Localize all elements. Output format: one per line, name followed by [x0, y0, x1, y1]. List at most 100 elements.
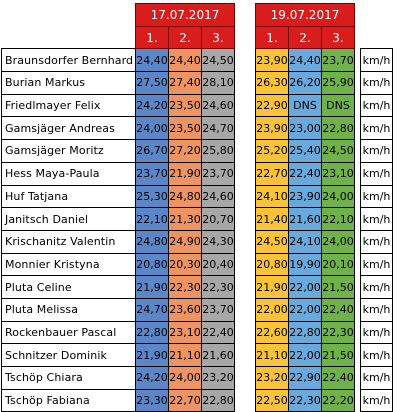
- speed-cell-day2: 24,10: [288, 229, 322, 254]
- speed-cell-day2: 22,90: [288, 366, 322, 390]
- table-row: Gamsjäger Andreas 24,00 23,50 24,70 23,90 23,…: [1, 116, 393, 141]
- column-gap: [354, 366, 361, 390]
- date-header-day2: 19.07.2017: [255, 3, 355, 27]
- unit-label: km/h: [360, 207, 393, 231]
- column-gap: [354, 321, 361, 344]
- unit-label: km/h: [360, 93, 393, 118]
- speed-cell-day2: 26,20: [288, 71, 322, 95]
- table-row: Gamsjäger Moritz 26,70 27,20 25,80 25,20 25,4…: [1, 139, 393, 163]
- speed-cell-day2: 22,00: [288, 297, 322, 322]
- athlete-name: Krischanitz Valentin: [1, 229, 136, 254]
- speed-cell-day1: 23,70: [135, 161, 169, 186]
- athlete-name: Braunsdorfer Bernhard: [1, 48, 136, 73]
- speed-cell-day1: 23,20: [201, 366, 235, 390]
- speed-cell-day1: 25,30: [135, 184, 169, 209]
- column-gap: [354, 116, 361, 140]
- speed-cell-day2: DNS: [288, 93, 322, 118]
- speed-cell-day1: 24,80: [168, 184, 202, 209]
- date-header-day1: 17.07.2017: [135, 3, 235, 27]
- column-gap: [354, 26, 361, 49]
- speed-cell-day2: 23,20: [255, 366, 289, 390]
- athlete-name: Pluta Celine: [1, 275, 136, 299]
- table-row: Krischanitz Valentin 24,80 24,90 24,30 24,50…: [1, 229, 393, 254]
- speed-cell-day2: 24,00: [321, 229, 355, 254]
- unit-label: km/h: [360, 116, 393, 141]
- speed-cell-day2: 24,50: [321, 139, 355, 163]
- speed-cell-day2: 20,10: [321, 252, 355, 277]
- speed-cell-day1: 28,10: [201, 71, 235, 95]
- speed-cell-day2: 22,10: [321, 207, 355, 231]
- table-row: Hess Maya-Paula 23,70 21,90 23,70 22,70 22,40…: [1, 161, 393, 186]
- table-row: Braunsdorfer Bernhard 24,40 24,40 24,50 23,9…: [1, 48, 393, 73]
- speed-cell-day1: 24,80: [135, 229, 169, 254]
- speed-cell-day2: 22,00: [255, 297, 289, 322]
- speed-cell-day2: 22,80: [321, 116, 355, 141]
- speed-cell-day1: 22,80: [135, 320, 169, 345]
- speed-cell-day2: 26,30: [255, 71, 289, 95]
- column-gap: [354, 207, 361, 231]
- speed-cell-day1: 24,90: [168, 229, 202, 254]
- column-gap: [234, 139, 256, 163]
- table-row: Janitsch Daniel 22,10 21,30 20,70 21,40 21,60…: [1, 207, 393, 231]
- speed-cell-day2: 23,10: [321, 161, 355, 186]
- athlete-name: Monnier Kristyna: [1, 252, 136, 277]
- speed-cell-day1: 21,90: [135, 275, 169, 299]
- speed-cell-day1: 21,90: [168, 161, 202, 186]
- table-row: Monnier Kristyna 20,80 20,30 20,40 20,80 19,9…: [1, 252, 393, 277]
- header-blank: [1, 3, 136, 27]
- speed-cell-day2: 24,10: [255, 184, 289, 209]
- speed-cell-day1: 24,60: [201, 93, 235, 118]
- speed-cell-day1: 20,40: [201, 252, 235, 277]
- speed-cell-day2: 21,50: [321, 343, 355, 367]
- table-row: Tschöp Chiara 24,20 24,00 23,20 23,20 22,90 22…: [1, 366, 393, 390]
- speed-cell-day1: 21,90: [135, 343, 169, 367]
- speed-cell-day1: 23,60: [168, 297, 202, 322]
- athlete-name: Schnitzer Dominik: [1, 343, 136, 367]
- column-gap: [234, 94, 256, 117]
- speed-cell-day1: 24,00: [135, 116, 169, 141]
- speed-cell-day2: 23,90: [288, 184, 322, 209]
- speed-cell-day2: DNS: [321, 93, 355, 118]
- speed-cell-day1: 27,20: [168, 139, 202, 163]
- speed-cell-day1: 24,30: [201, 229, 235, 254]
- column-gap: [234, 275, 256, 299]
- results-table: 17.07.2017 19.07.2017 1. 2. 3. 1. 2. 3. …: [1, 3, 393, 412]
- table-row: Huf Tatjana 25,30 24,80 24,60 24,10 23,90 24,0…: [1, 184, 393, 209]
- unit-label: km/h: [360, 71, 393, 95]
- unit-label: km/h: [360, 184, 393, 209]
- speed-cell-day2: 25,40: [288, 139, 322, 163]
- unit-label: km/h: [360, 139, 393, 163]
- column-gap: [354, 48, 361, 72]
- athlete-name: Pluta Melissa: [1, 297, 136, 322]
- speed-cell-day2: 21,50: [321, 275, 355, 299]
- speed-cell-day1: 26,70: [135, 139, 169, 163]
- column-gap: [354, 298, 361, 322]
- table-row: Schnitzer Dominik 21,90 21,10 21,60 21,10 22,…: [1, 343, 393, 367]
- table-row: Pluta Melissa 24,70 23,60 23,70 22,00 22,00 22…: [1, 297, 393, 322]
- column-gap: [354, 162, 361, 185]
- column-gap: [234, 298, 256, 322]
- speed-cell-day1: 22,10: [135, 207, 169, 231]
- speed-cell-day2: 21,90: [255, 275, 289, 299]
- athlete-name: Gamsjäger Moritz: [1, 139, 136, 163]
- unit-label: km/h: [360, 161, 393, 186]
- speed-cell-day2: 25,20: [255, 139, 289, 163]
- column-gap: [354, 71, 361, 95]
- header-blank: [1, 26, 136, 49]
- column-gap: [354, 343, 361, 367]
- speed-cell-day1: 21,30: [168, 207, 202, 231]
- speed-cell-day1: 21,60: [201, 343, 235, 367]
- round-header: 1.: [135, 25, 169, 50]
- unit-label: km/h: [360, 229, 393, 254]
- column-gap: [354, 139, 361, 163]
- speed-cell-day2: 22,30: [321, 320, 355, 345]
- results-table-body: 17.07.2017 19.07.2017 1. 2. 3. 1. 2. 3. …: [1, 3, 393, 412]
- speed-cell-day1: 27,40: [168, 71, 202, 95]
- athlete-name: Friedlmayer Felix: [1, 93, 136, 118]
- round-header: 3.: [201, 25, 235, 50]
- speed-cell-day2: 20,80: [255, 252, 289, 277]
- speed-cell-day2: 22,40: [321, 297, 355, 322]
- table-row: Pluta Celine 21,90 22,30 22,30 21,90 22,00 21,…: [1, 275, 393, 299]
- column-gap: [354, 3, 361, 27]
- column-gap: [234, 26, 256, 49]
